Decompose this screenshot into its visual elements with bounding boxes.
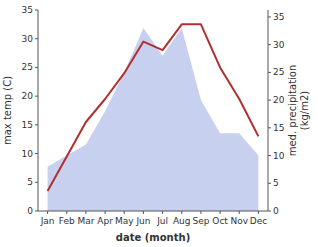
plot-area: [48, 24, 259, 211]
y2-tick-label: 5: [273, 178, 279, 188]
x-tick: [143, 211, 144, 214]
x-tick-label: Jul: [156, 216, 168, 226]
y2-tick-label: 35: [273, 12, 284, 22]
y-tick: [35, 10, 38, 11]
y-tick-label: 20: [22, 91, 34, 101]
x-tick-label: Jun: [135, 216, 150, 226]
y2-tick: [268, 155, 271, 156]
x-tick-label: Apr: [97, 216, 113, 226]
y2-tick: [268, 127, 271, 128]
y2-tick: [268, 16, 271, 17]
x-tick-label: Sep: [192, 216, 209, 226]
y-tick-label: 25: [22, 62, 33, 72]
x-tick: [162, 211, 163, 214]
y-tick: [35, 96, 38, 97]
x-tick: [200, 211, 201, 214]
y2-axis-label-line: (kg/m2): [299, 91, 310, 131]
y2-tick-label: 10: [273, 151, 285, 161]
y-tick-label: 5: [27, 177, 33, 187]
y2-axis-label-line: med. precipitation: [287, 65, 298, 157]
x-tick-label: Nov: [230, 216, 248, 226]
y-tick-label: 0: [27, 206, 33, 216]
x-tick-label: Oct: [212, 216, 228, 226]
area: [48, 28, 259, 211]
x-tick-label: Feb: [59, 216, 75, 226]
axes: 0 5 10 15 20 25 30 35 0 5 10 15 20 25 30 35 Jan FebMarApr…: [22, 5, 285, 226]
y2-tick-label: 20: [273, 95, 285, 105]
y2-tick: [268, 44, 271, 45]
y2-tick: [268, 211, 271, 212]
y2-tick: [268, 183, 271, 184]
y-axis-line: [38, 10, 39, 211]
x-tick-label: Jan: [40, 216, 55, 226]
y2-tick-label: 30: [273, 40, 285, 50]
y-tick: [35, 38, 38, 39]
y-axis-label: max temp (C): [2, 76, 13, 145]
y-tick: [35, 211, 38, 212]
x-axis-line: [38, 211, 268, 212]
y-tick: [35, 153, 38, 154]
x-tick: [85, 211, 86, 214]
y-tick: [35, 182, 38, 183]
y-tick-label: 15: [22, 120, 33, 130]
y-tick: [35, 67, 38, 68]
x-axis-label: date (month): [116, 232, 190, 243]
x-tick: [181, 211, 182, 214]
y-tick-label: 35: [22, 5, 33, 15]
x-tick: [105, 211, 106, 214]
x-tick-label: Aug: [173, 216, 191, 226]
line: [48, 24, 259, 191]
x-tick: [47, 211, 48, 214]
y2-tick: [268, 72, 271, 73]
y2-tick-label: 25: [273, 67, 284, 77]
x-tick: [239, 211, 240, 214]
x-tick: [66, 211, 67, 214]
chart: 0 5 10 15 20 25 30 35 0 5 10 15 20 25 30 35 Jan FebMarApr…: [0, 0, 318, 247]
y-tick-label: 10: [22, 149, 34, 159]
x-tick: [124, 211, 125, 214]
y-tick-label: 30: [22, 34, 34, 44]
x-tick-label: Dec: [250, 216, 267, 226]
x-tick-label: Mar: [77, 216, 94, 226]
x-tick-label: May: [115, 216, 134, 226]
y2-axis-line: [268, 10, 269, 211]
y2-tick-label: 0: [273, 206, 279, 216]
y-tick: [35, 124, 38, 125]
y2-tick-label: 15: [273, 123, 284, 133]
y2-tick: [268, 100, 271, 101]
x-tick: [220, 211, 221, 214]
x-tick: [258, 211, 259, 214]
y2-axis-label: med. precipitation(kg/m2): [287, 65, 310, 157]
